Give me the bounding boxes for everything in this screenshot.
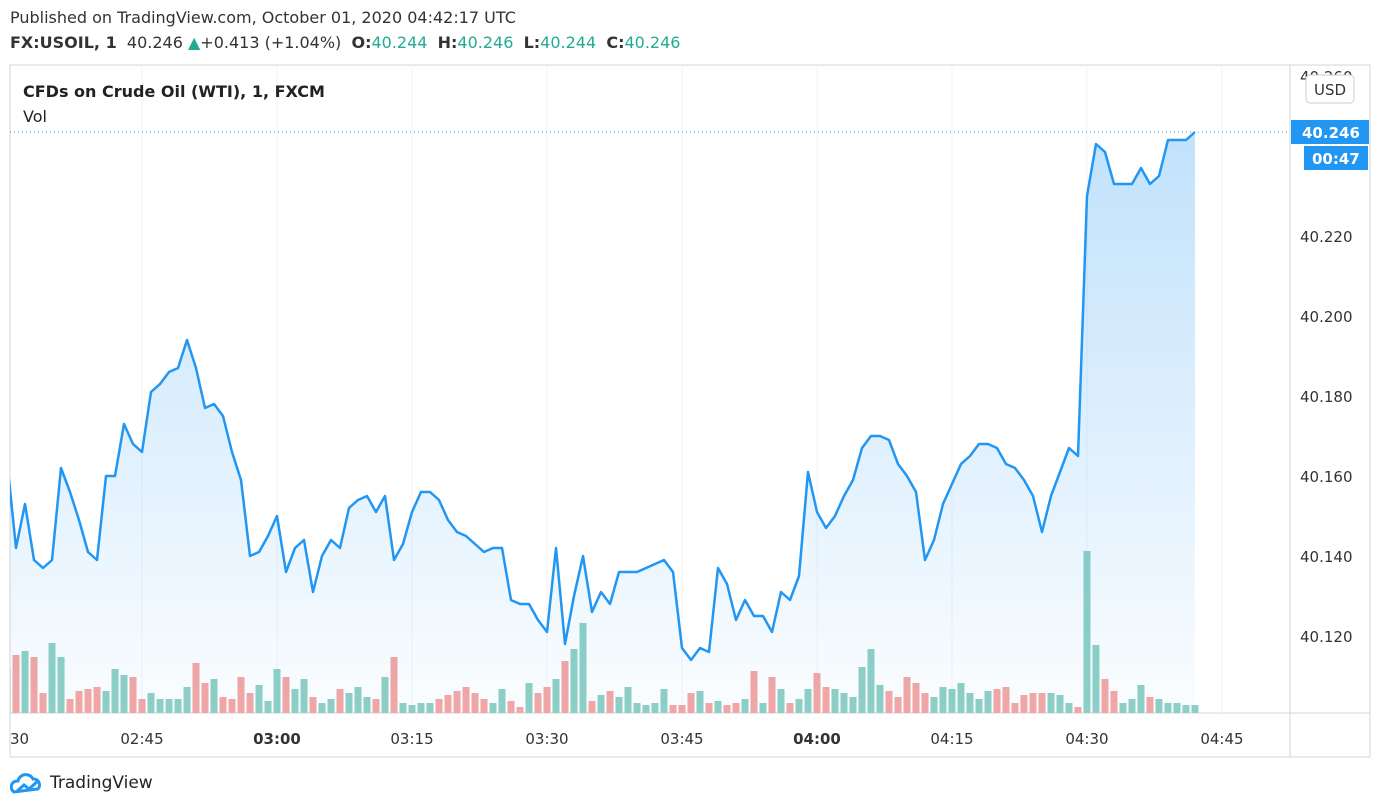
y-tick-label: 40.120: [1300, 628, 1353, 646]
x-tick-label: 04:45: [1200, 730, 1243, 748]
c-label: C:: [606, 33, 625, 52]
chart: 40.120 40.140 40.160 40.180 40.200 40.220 40.2…: [9, 64, 1371, 758]
x-tick-label: 04:15: [930, 730, 973, 748]
x-tick-label: 03:15: [390, 730, 433, 748]
x-tick-label: 03:30: [525, 730, 568, 748]
change: +0.413 (+1.04%): [200, 33, 342, 52]
x-tick-label: 03:45: [660, 730, 703, 748]
y-tick-label: 40.140: [1300, 548, 1353, 566]
footer-brand: TradingView: [50, 773, 153, 793]
x-tick-label: 03:00: [253, 730, 301, 748]
y-tick-label: 40.160: [1300, 468, 1353, 486]
countdown-box: [1304, 146, 1368, 170]
tradingview-logo: [10, 773, 41, 794]
published-note: Published on TradingView.com, October 01…: [10, 8, 516, 27]
price-area: [10, 132, 1195, 713]
x-tick-label: 30: [10, 730, 29, 748]
close: 40.246: [624, 33, 681, 52]
low: 40.244: [540, 33, 597, 52]
high: 40.246: [457, 33, 514, 52]
symbol-bar: FX:USOIL, 1 40.246 ▲+0.413 (+1.04%) O:40…: [10, 33, 680, 52]
volume-legend: Vol: [23, 107, 47, 126]
h-label: H:: [437, 33, 458, 52]
last-price: 40.246: [126, 33, 183, 52]
open: 40.244: [371, 33, 428, 52]
l-label: L:: [523, 33, 541, 52]
o-label: O:: [351, 33, 372, 52]
countdown-label: 00:47: [1312, 150, 1360, 168]
price-line: [10, 131, 1196, 662]
last-price-box: [1291, 120, 1369, 144]
volume-bar: [10, 669, 11, 713]
series-title: CFDs on Crude Oil (WTI), 1, FXCM: [23, 82, 325, 101]
x-tick-label: 02:45: [120, 730, 163, 748]
symbol: FX:USOIL, 1: [10, 33, 117, 52]
currency-label: USD: [1314, 81, 1346, 99]
last-price-label: 40.246: [1302, 124, 1360, 142]
up-arrow: ▲: [187, 33, 201, 52]
y-tick-label: 40.180: [1300, 388, 1353, 406]
currency-box: [1305, 74, 1355, 104]
x-tick-label: 04:00: [793, 730, 841, 748]
y-tick-label: 40.220: [1300, 228, 1353, 246]
y-tick-label: 40.200: [1300, 308, 1353, 326]
x-tick-label: 04:30: [1065, 730, 1108, 748]
